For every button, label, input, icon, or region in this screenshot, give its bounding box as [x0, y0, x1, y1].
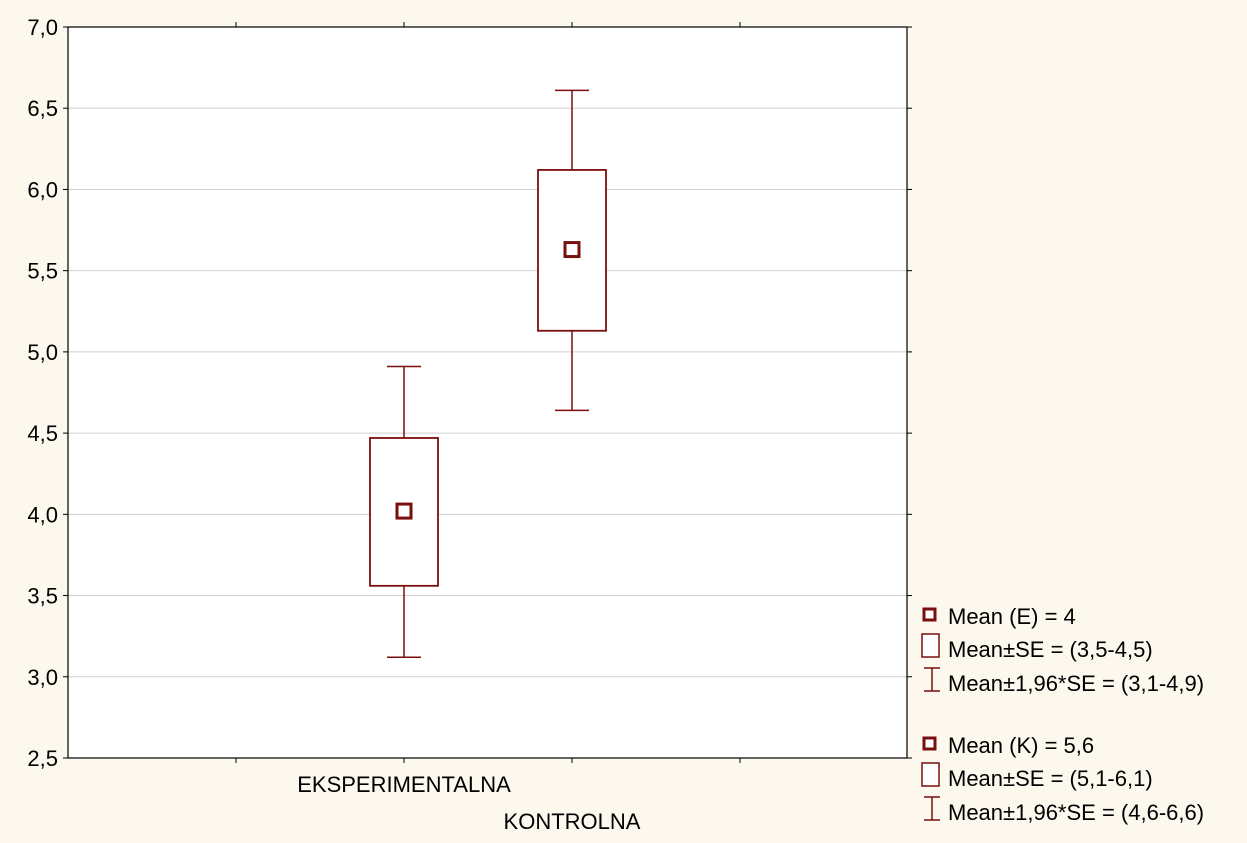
y-tick-label: 4,0 — [27, 502, 58, 527]
legend-se-label: Mean±SE = (5,1-6,1) — [948, 766, 1153, 791]
legend-ci-icon — [924, 667, 940, 692]
y-tick-label: 5,0 — [27, 340, 58, 365]
legend-ci-icon — [924, 796, 940, 821]
y-tick-label: 3,5 — [27, 584, 58, 609]
x-category-label: EKSPERIMENTALNA — [297, 772, 511, 797]
x-category-label: KONTROLNA — [504, 809, 641, 834]
mean-marker — [563, 241, 581, 259]
legend-ci-label: Mean±1,96*SE = (3,1-4,9) — [948, 671, 1204, 696]
plot-frame — [67, 26, 908, 759]
legend-mean-label: Mean (K) = 5,6 — [948, 733, 1094, 758]
y-tick-label: 6,5 — [27, 96, 58, 121]
y-tick-label: 3,0 — [27, 665, 58, 690]
y-tick-label: 6,0 — [27, 177, 58, 202]
plot-area — [68, 27, 907, 758]
legend-mean-label: Mean (E) = 4 — [948, 604, 1076, 629]
y-tick-label: 2,5 — [27, 746, 58, 771]
legend-mean-icon — [922, 607, 937, 622]
y-tick-label: 5,5 — [27, 259, 58, 284]
box-group — [537, 89, 607, 412]
legend-mean-icon — [922, 736, 937, 751]
legend-se-icon — [921, 633, 940, 658]
y-tick-label: 7,0 — [27, 15, 58, 40]
legend-se-label: Mean±SE = (3,5-4,5) — [948, 637, 1153, 662]
legend-se-icon — [921, 762, 940, 787]
mean-marker — [395, 502, 413, 520]
box-group — [369, 365, 439, 659]
y-tick-label: 4,5 — [27, 421, 58, 446]
legend-ci-label: Mean±1,96*SE = (4,6-6,6) — [948, 800, 1204, 825]
